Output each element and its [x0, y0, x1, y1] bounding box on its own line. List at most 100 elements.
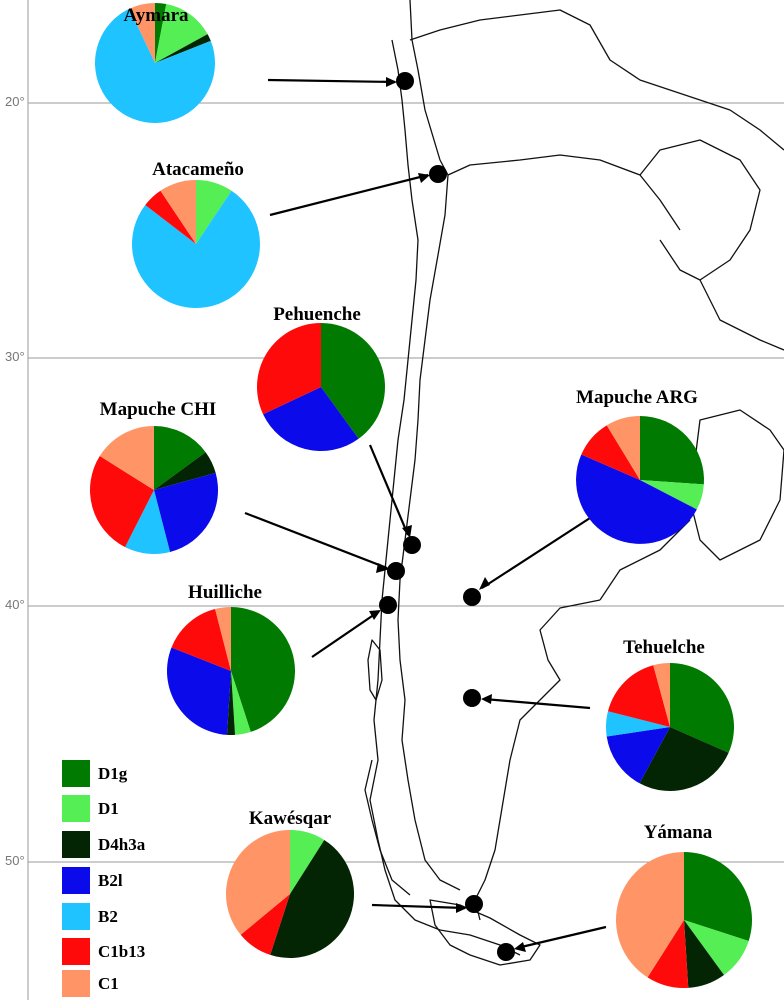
pie-slice-huilliche-c1b13 [171, 609, 231, 671]
arrow-mapuche-arg [481, 517, 591, 589]
legend-swatch-d1 [62, 795, 90, 822]
pie-chart-tehuelche [606, 663, 735, 792]
latitude-grid: 20° 30° 40° 50° [5, 0, 784, 1000]
legend-label-d4h3a: D4h3a [98, 835, 146, 854]
population-label-pehuenche: Pehuenche [273, 304, 361, 325]
pie-slice-kawesqar-c1 [225, 830, 290, 935]
pie-slice-tehuelche-d1g [670, 663, 735, 753]
rio-de-la-plata-coast [599, 519, 691, 601]
pie-slice-mapuche-chi-c1b13 [90, 456, 154, 548]
arrow-huilliche [311, 611, 379, 658]
arrow-aymara [267, 78, 396, 84]
location-dot-tehuelche [463, 689, 481, 707]
arrow-atacameno [269, 173, 429, 217]
pie-slice-mapuche-arg-b2l [576, 454, 697, 544]
legend-swatch-b2 [62, 903, 90, 930]
arrowhead-tehuelche [481, 694, 492, 704]
arrowhead-aymara [386, 77, 397, 87]
pie-slice-pehuenche-c1b13 [256, 323, 321, 415]
pie-slice-huilliche-d4h3a [226, 671, 236, 735]
pie-slice-tehuelche-c1 [653, 663, 670, 727]
location-dot-aymara [396, 72, 414, 90]
pie-slice-tehuelche-b2 [606, 711, 670, 737]
pie-slice-huilliche-b2l [166, 647, 231, 735]
arrow-tehuelche [483, 697, 591, 710]
population-label-tehuelche: Tehuelche [623, 637, 705, 658]
bolivia-argentina-border [447, 154, 681, 231]
pie-slice-mapuche-arg-d1 [640, 480, 704, 510]
arrowhead-mapuche-chi [376, 563, 390, 573]
paraguay-outline [639, 139, 761, 281]
population-label-yamana: Yámana [644, 822, 713, 843]
pie-slice-huilliche-d1 [231, 671, 251, 735]
location-dot-pehuenche [403, 536, 421, 554]
pie-slice-atacameno-c1 [160, 180, 196, 244]
pie-slice-aymara-d4h3a [155, 34, 211, 63]
pie-slice-tehuelche-d4h3a [639, 727, 729, 792]
population-label-aymara: Aymara [123, 5, 189, 26]
pie-slice-pehuenche-d1g [321, 323, 386, 439]
pie-slice-mapuche-chi-d1g [154, 426, 206, 490]
pie-slice-aymara-c1 [129, 3, 155, 63]
pie-slice-aymara-d1 [155, 4, 208, 63]
pie-slice-mapuche-arg-c1b13 [581, 425, 640, 480]
pie-slice-mapuche-chi-d4h3a [154, 452, 216, 490]
population-pie-charts [90, 2, 752, 989]
legend: D1g D1 D4h3a B2l B2 C1b13 C1 [62, 760, 146, 997]
location-dot-kawesqar [465, 895, 483, 913]
pie-slice-atacameno-b2 [132, 190, 261, 309]
pie-chart-mapuche-arg [576, 416, 704, 544]
pie-slice-tehuelche-b2l [606, 727, 670, 784]
population-labels: Aymara Atacameño Pehuenche Mapuche CHI M… [100, 5, 713, 843]
pie-chart-yamana [616, 852, 752, 989]
arrowhead-yamana [514, 942, 526, 952]
chile-argentina-border [397, 0, 461, 891]
bolivia-outline [409, 9, 784, 151]
pie-slice-pehuenche-b2l [263, 387, 359, 452]
location-dot-yamana [497, 943, 515, 961]
pie-slice-tehuelche-c1b13 [607, 665, 670, 727]
legend-swatch-c1 [62, 970, 90, 997]
legend-swatch-c1b13 [62, 938, 90, 965]
location-dot-atacameno [429, 165, 447, 183]
arrowhead-mapuche-arg [479, 577, 490, 590]
argentina-east-coast [474, 599, 601, 921]
legend-swatch-d1g [62, 760, 90, 787]
arrow-kawesqar [371, 903, 466, 910]
legend-swatch-b2l [62, 867, 90, 894]
legend-label-c1b13: C1b13 [98, 942, 145, 961]
population-label-mapuche-chi: Mapuche CHI [100, 399, 217, 420]
pie-slice-mapuche-chi-b2l [154, 472, 219, 552]
arrow-yamana [516, 925, 607, 950]
pie-slice-kawesqar-d4h3a [270, 839, 355, 959]
pie-slice-kawesqar-d1 [290, 829, 325, 894]
arrow-mapuche-chi [244, 511, 388, 570]
pie-slice-yamana-d1 [684, 920, 749, 976]
pie-slice-huilliche-d1g [231, 607, 296, 732]
arrow-pehuenche [368, 444, 410, 536]
pie-slice-yamana-c1 [616, 852, 684, 978]
pie-slice-kawesqar-c1b13 [240, 894, 290, 955]
pie-slice-aymara-d1g [155, 2, 167, 63]
arrowhead-pehuenche [402, 525, 412, 538]
latitude-label-20: 20° [5, 94, 25, 109]
brazil-argentina-border [699, 279, 784, 351]
pie-chart-huilliche [166, 607, 296, 735]
legend-label-c1: C1 [98, 974, 119, 993]
pie-chart-atacameno [132, 180, 261, 309]
arrowhead-kawesqar [456, 903, 467, 913]
uruguay-outline [689, 409, 784, 561]
latitude-label-40: 40° [5, 597, 25, 612]
legend-label-b2: B2 [98, 907, 118, 926]
pie-slice-yamana-c1b13 [647, 920, 689, 989]
pie-slice-mapuche-arg-d1g [640, 416, 704, 485]
population-label-atacameno: Atacameño [152, 159, 244, 180]
latitude-label-30: 30° [5, 349, 25, 364]
population-label-mapuche-arg: Mapuche ARG [576, 387, 698, 408]
chiloe-island [367, 639, 383, 701]
pie-slice-mapuche-arg-c1 [606, 416, 640, 480]
legend-label-d1: D1 [98, 799, 119, 818]
arrowhead-huilliche [369, 610, 381, 620]
location-markers [244, 72, 607, 961]
